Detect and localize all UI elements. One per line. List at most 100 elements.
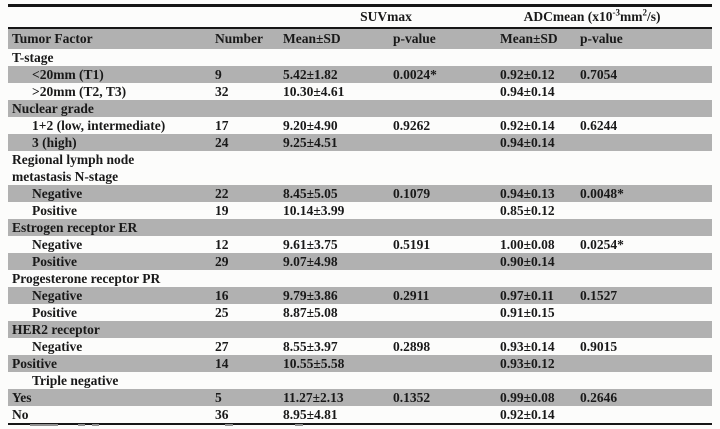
table-row: HER2 receptor [8,321,713,338]
suv-pvalue-cell [384,151,489,185]
factor-cell: Estrogen receptor ER [8,219,206,236]
suv-pvalue-cell: 0.2898 [393,339,431,354]
results-table: SUVmax ADCmean (x10-3mm2/s) Tumor Factor… [8,4,713,425]
suv-pvalue-cell: 0.1352 [384,389,490,406]
adc-pvalue-cell [575,355,713,372]
table-row: Nuclear grade [8,100,713,117]
number-cell: 12 [215,237,229,252]
factor-cell: Negative [8,185,206,202]
column-header-tumor-factor: Tumor Factor [8,28,206,49]
suv-pvalue-cell [384,372,489,389]
adc-pvalue-cell [575,372,712,389]
adc-pvalue-cell [575,151,712,185]
suv-pvalue-cell [384,355,490,372]
adc-mean-cell: 0.92±0.14 [500,407,555,422]
adc-pvalue-cell: 0.1527 [575,287,713,304]
suv-mean-cell [274,100,384,117]
factor-cell: Triple negative [32,373,119,388]
number-cell: 9 [206,66,274,83]
suv-pvalue-cell [384,100,490,117]
adc-pvalue-cell: 0.2646 [575,389,713,406]
factor-cell: Positive [32,203,77,218]
factor-cell: Positive [8,355,206,372]
table-row: Positive 29 9.07±4.98 0.90±0.14 [8,253,713,270]
table-row: Positive 19 10.14±3.99 0.85±0.12 [8,202,712,219]
table-row: <20mm (T1) 9 5.42±1.82 0.0024* 0.92±0.12 0.70… [8,66,713,83]
factor-cell: T-stage [12,50,54,65]
table-row: Estrogen receptor ER [8,219,713,236]
suv-mean-cell: 9.07±4.98 [274,253,384,270]
suv-mean-cell [274,219,384,236]
suv-mean-cell: 10.30±4.61 [283,84,345,99]
suv-mean-cell: 10.14±3.99 [283,203,345,218]
adc-mean-cell: 0.85±0.12 [500,203,555,218]
factor-cell: Positive [32,305,77,320]
adc-pvalue-cell [575,134,713,151]
adc-mean-cell [489,49,575,66]
suv-pvalue-cell: 0.1079 [384,185,490,202]
suv-mean-cell: 10.55±5.58 [274,355,384,372]
adc-mean-cell: 0.92±0.14 [500,118,555,133]
suv-mean-cell: 9.79±3.86 [274,287,384,304]
adc-mean-cell: 0.90±0.14 [489,253,576,270]
suv-mean-cell [274,49,384,66]
adc-pvalue-cell [575,219,713,236]
suv-mean-cell [274,321,384,338]
table-row: No 36 8.95±4.81 0.92±0.14 [8,406,712,424]
number-cell: 5 [206,389,274,406]
adc-mean-cell: 1.00±0.08 [500,237,555,252]
adc-pvalue-cell [575,270,712,287]
number-cell: 32 [215,84,229,99]
adc-pvalue-cell [575,202,712,219]
suv-pvalue-cell [384,304,489,321]
factor-cell: <20mm (T1) [8,66,206,83]
table-row: Yes 5 11.27±2.13 0.1352 0.99±0.08 0.2646 [8,389,713,406]
adc-mean-cell: 0.93±0.12 [489,355,576,372]
adc-mean-cell: 0.91±0.15 [500,305,555,320]
suv-mean-cell: 8.87±5.08 [283,305,338,320]
adc-mean-cell [489,151,575,185]
adc-pvalue-cell: 0.6244 [580,118,618,133]
suv-pvalue-cell [384,134,490,151]
table-row: 1+2 (low, intermediate) 17 9.20±4.90 0.9262… [8,117,712,134]
adc-mean-cell: 0.97±0.11 [489,287,576,304]
table-row: Regional lymph node metastasis N-stage [8,151,712,185]
number-cell: 14 [206,355,274,372]
suv-mean-cell: 11.27±2.13 [274,389,384,406]
factor-cell: Yes [8,389,206,406]
adc-pvalue-cell [575,83,712,100]
suv-mean-cell: 8.55±3.97 [283,339,338,354]
adc-mean-cell [489,100,576,117]
group-header-suvmax: SUVmax [274,5,490,29]
table-row: Progesterone receptor PR [8,270,712,287]
adc-mean-cell: 0.99±0.08 [489,389,576,406]
suv-pvalue-cell [384,270,489,287]
adc-pvalue-cell [575,100,713,117]
suv-mean-cell: 5.42±1.82 [274,66,384,83]
suv-mean-cell: 8.95±4.81 [283,407,338,422]
table-row: Negative 22 8.45±5.05 0.1079 0.94±0.13 0.0048… [8,185,713,202]
number-cell: 19 [215,203,229,218]
adc-pvalue-cell [575,321,713,338]
adc-pvalue-cell: 0.9015 [580,339,618,354]
factor-cell: 1+2 (low, intermediate) [32,118,166,133]
suv-pvalue-cell [384,49,489,66]
suv-mean-cell: 8.45±5.05 [274,185,384,202]
factor-cell: 3 (high) [8,134,206,151]
suv-pvalue-cell: 0.5191 [393,237,431,252]
adc-pvalue-cell: 0.0254* [580,237,624,252]
adc-mean-cell [489,219,576,236]
column-header-adc-pvalue: p-value [575,28,713,49]
suv-pvalue-cell [384,321,490,338]
table-row: Positive 25 8.87±5.08 0.91±0.15 [8,304,712,321]
factor-cell: Negative [32,237,83,252]
results-table-wrapper: SUVmax ADCmean (x10-3mm2/s) Tumor Factor… [8,4,713,425]
suv-pvalue-cell: 0.2911 [384,287,490,304]
table-row: T-stage [8,49,712,66]
table-row: Triple negative [8,372,712,389]
suv-pvalue-cell [384,202,489,219]
number-cell [206,321,274,338]
column-header-suv-mean: Mean±SD [274,28,384,49]
group-header-row: SUVmax ADCmean (x10-3mm2/s) [8,5,713,29]
number-cell [206,151,274,185]
